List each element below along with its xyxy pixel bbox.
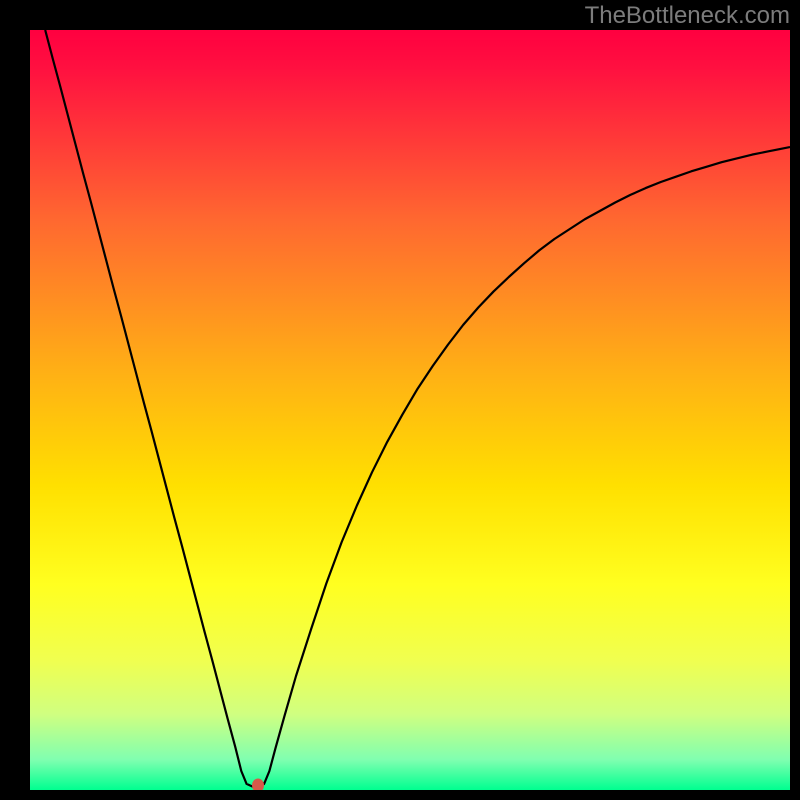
gradient-background [30,30,790,790]
chart-container: TheBottleneck.com [0,0,800,800]
plot-area [30,30,790,790]
plot-svg [30,30,790,790]
watermark-text: TheBottleneck.com [585,2,790,30]
